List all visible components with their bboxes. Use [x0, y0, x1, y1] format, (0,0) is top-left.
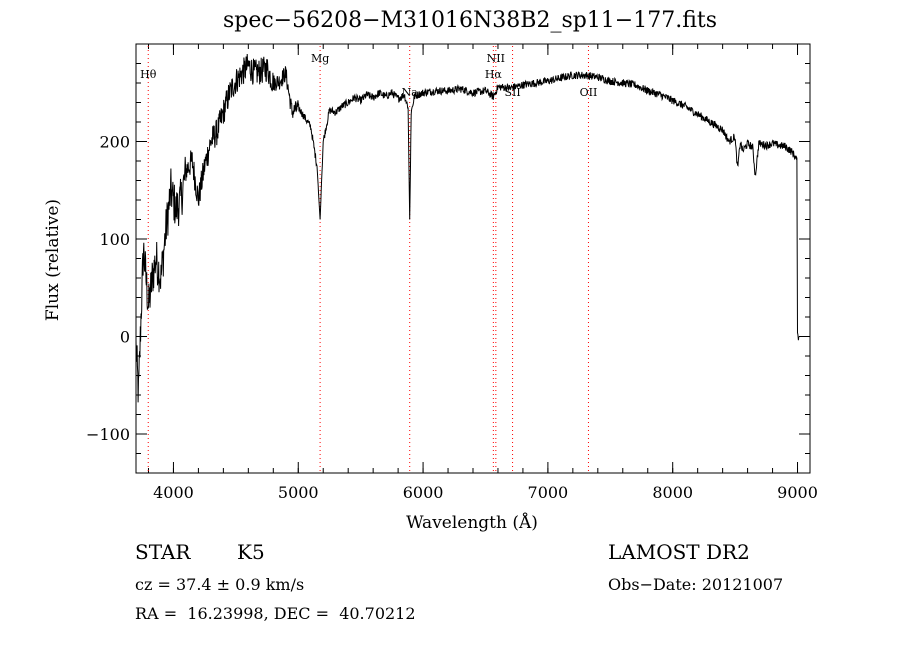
redshift-velocity: cz = 37.4 ± 0.9 km/s: [135, 575, 305, 594]
y-tick-label: 100: [99, 230, 130, 249]
ra-dec-coordinates: RA = 16.23998, DEC = 40.70212: [135, 604, 416, 623]
line-marker-label: Hα: [485, 68, 503, 81]
line-marker-label: Mg: [311, 52, 329, 65]
y-tick-label: −100: [86, 425, 130, 444]
x-tick-label: 4000: [153, 483, 194, 502]
spectrum-line: [135, 53, 800, 403]
object-subclass: K5: [237, 540, 265, 564]
x-tick-label: 6000: [403, 483, 444, 502]
y-tick-labels: −100 0 100 200: [86, 133, 130, 445]
x-tick-labels: 4000 5000 6000 7000 8000 9000: [153, 483, 818, 502]
x-tick-label: 7000: [528, 483, 569, 502]
observation-date: Obs−Date: 20121007: [608, 575, 784, 594]
x-tick-label: 9000: [777, 483, 818, 502]
line-marker-label: Hθ: [140, 68, 157, 81]
chart-title: spec−56208−M31016N38B2_sp11−177.fits: [222, 8, 718, 33]
axis-ticks: [136, 43, 810, 474]
object-class: STAR: [135, 540, 191, 564]
y-tick-label: 200: [99, 133, 130, 152]
x-tick-label: 5000: [278, 483, 319, 502]
line-marker-label: OII: [580, 86, 598, 99]
line-marker-label: NII: [487, 52, 505, 65]
x-tick-label: 8000: [652, 483, 693, 502]
y-tick-label: 0: [120, 328, 130, 347]
survey-name: LAMOST DR2: [608, 540, 750, 564]
x-axis-label: Wavelength (Å): [406, 512, 538, 533]
y-axis-label: Flux (relative): [43, 199, 63, 321]
plot-frame: [135, 43, 811, 474]
